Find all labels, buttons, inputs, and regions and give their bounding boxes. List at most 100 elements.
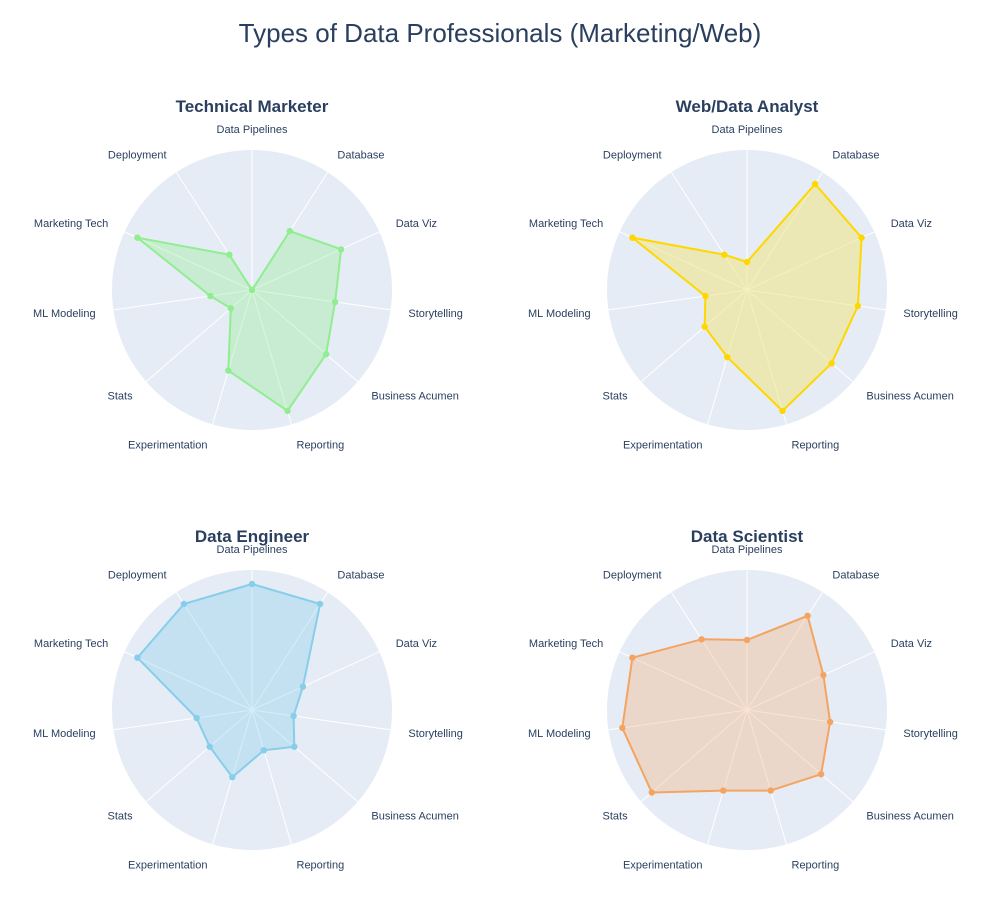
axis-label-marketing-tech: Marketing Tech: [529, 638, 603, 650]
data-point-marketing-tech[interactable]: [134, 654, 141, 661]
subplot-title: Data Engineer: [195, 527, 310, 546]
subplot-title: Web/Data Analyst: [676, 97, 819, 116]
data-point-marketing-tech[interactable]: [629, 234, 636, 241]
data-point-storytelling[interactable]: [290, 712, 297, 720]
angular-gridline: [640, 709, 748, 803]
radar-panel-web-data-analyst: Data Pipelines Database Data Viz Storytelli…: [528, 97, 958, 452]
data-point-business-acumen[interactable]: [817, 771, 825, 778]
data-point-business-acumen[interactable]: [828, 360, 835, 367]
axis-label-storytelling: Storytelling: [408, 728, 462, 740]
axis-label-data-pipelines: Data Pipelines: [217, 124, 288, 136]
data-point-stats[interactable]: [701, 323, 708, 330]
axis-label-stats: Stats: [108, 390, 134, 402]
axis-label-experimentation: Experimentation: [128, 440, 208, 452]
angular-gridline: [251, 591, 329, 711]
data-point-data-pipelines[interactable]: [248, 286, 256, 294]
axis-label-data-pipelines: Data Pipelines: [712, 544, 783, 556]
data-point-stats[interactable]: [227, 305, 234, 312]
angular-gridline: [746, 709, 787, 845]
data-point-database[interactable]: [316, 600, 324, 608]
data-point-data-viz[interactable]: [858, 234, 865, 241]
data-point-business-acumen[interactable]: [291, 743, 298, 750]
axis-label-reporting: Reporting: [297, 440, 345, 452]
data-point-stats[interactable]: [206, 743, 213, 750]
axis-label-ml-modeling: ML Modeling: [33, 308, 96, 320]
axis-label-stats: Stats: [603, 810, 629, 822]
angular-gridline: [175, 591, 253, 711]
data-point-database[interactable]: [286, 227, 293, 235]
data-point-experimentation[interactable]: [225, 367, 232, 374]
axis-label-deployment: Deployment: [603, 570, 662, 582]
angular-gridline: [145, 709, 253, 803]
data-point-experimentation[interactable]: [724, 354, 731, 361]
angular-gridline: [670, 591, 748, 711]
axis-label-marketing-tech: Marketing Tech: [529, 218, 603, 230]
chart-title: Types of Data Professionals (Marketing/W…: [238, 18, 762, 48]
data-point-data-pipelines[interactable]: [248, 580, 256, 588]
data-point-marketing-tech[interactable]: [134, 234, 141, 241]
angular-gridline: [113, 709, 253, 731]
axis-label-database: Database: [832, 570, 879, 582]
angular-gridline: [251, 289, 391, 311]
axis-label-stats: Stats: [603, 390, 629, 402]
data-point-experimentation[interactable]: [720, 787, 727, 794]
data-point-reporting[interactable]: [779, 407, 786, 415]
data-point-storytelling[interactable]: [826, 718, 834, 726]
angular-gridline: [251, 289, 292, 425]
axis-label-database: Database: [337, 150, 384, 162]
data-point-data-pipelines[interactable]: [743, 636, 751, 644]
data-point-deployment[interactable]: [180, 600, 188, 608]
axis-label-storytelling: Storytelling: [903, 728, 957, 740]
data-point-reporting[interactable]: [767, 787, 774, 794]
data-point-storytelling[interactable]: [331, 298, 339, 306]
data-point-stats[interactable]: [648, 789, 655, 796]
data-point-database[interactable]: [804, 612, 811, 619]
axis-label-reporting: Reporting: [792, 860, 840, 872]
axis-label-experimentation: Experimentation: [623, 860, 703, 872]
angular-gridline: [113, 289, 253, 311]
data-point-ml-modeling[interactable]: [702, 292, 709, 300]
angular-gridline: [746, 591, 824, 711]
axis-label-business-acumen: Business Acumen: [866, 810, 953, 822]
data-point-database[interactable]: [811, 180, 819, 188]
axis-label-experimentation: Experimentation: [623, 440, 703, 452]
axis-label-ml-modeling: ML Modeling: [528, 728, 591, 740]
data-point-data-viz[interactable]: [337, 246, 345, 253]
data-point-reporting[interactable]: [260, 747, 267, 754]
data-point-business-acumen[interactable]: [322, 351, 330, 358]
axis-label-storytelling: Storytelling: [903, 308, 957, 320]
subplot-title: Technical Marketer: [176, 97, 329, 116]
axis-label-data-viz: Data Viz: [396, 638, 437, 650]
data-point-storytelling[interactable]: [854, 302, 862, 310]
axis-label-data-pipelines: Data Pipelines: [712, 124, 783, 136]
data-point-deployment[interactable]: [721, 251, 728, 258]
angular-gridline: [251, 709, 391, 731]
angular-gridline: [145, 289, 253, 383]
axis-label-ml-modeling: ML Modeling: [33, 728, 96, 740]
data-point-reporting[interactable]: [284, 407, 291, 415]
series-area: [621, 614, 832, 794]
data-point-data-viz[interactable]: [299, 683, 307, 690]
data-point-data-pipelines[interactable]: [743, 258, 751, 266]
axis-label-marketing-tech: Marketing Tech: [34, 218, 108, 230]
axis-label-data-pipelines: Data Pipelines: [217, 544, 288, 556]
angular-gridline: [707, 709, 748, 845]
series-area: [631, 183, 863, 412]
angular-gridline: [124, 231, 253, 291]
angular-gridline: [251, 289, 359, 383]
angular-gridline: [746, 709, 854, 803]
data-point-marketing-tech[interactable]: [629, 654, 636, 661]
data-point-experimentation[interactable]: [229, 774, 236, 781]
data-point-ml-modeling[interactable]: [207, 292, 214, 300]
data-point-ml-modeling[interactable]: [619, 724, 626, 732]
angular-gridline: [746, 651, 875, 711]
axis-label-deployment: Deployment: [108, 150, 167, 162]
data-point-deployment[interactable]: [698, 636, 705, 643]
axis-label-business-acumen: Business Acumen: [866, 390, 953, 402]
data-point-ml-modeling[interactable]: [193, 714, 200, 722]
data-point-deployment[interactable]: [226, 251, 233, 258]
data-point-data-viz[interactable]: [820, 671, 827, 679]
axis-label-deployment: Deployment: [603, 150, 662, 162]
angular-gridline: [251, 709, 359, 803]
axis-label-ml-modeling: ML Modeling: [528, 308, 591, 320]
